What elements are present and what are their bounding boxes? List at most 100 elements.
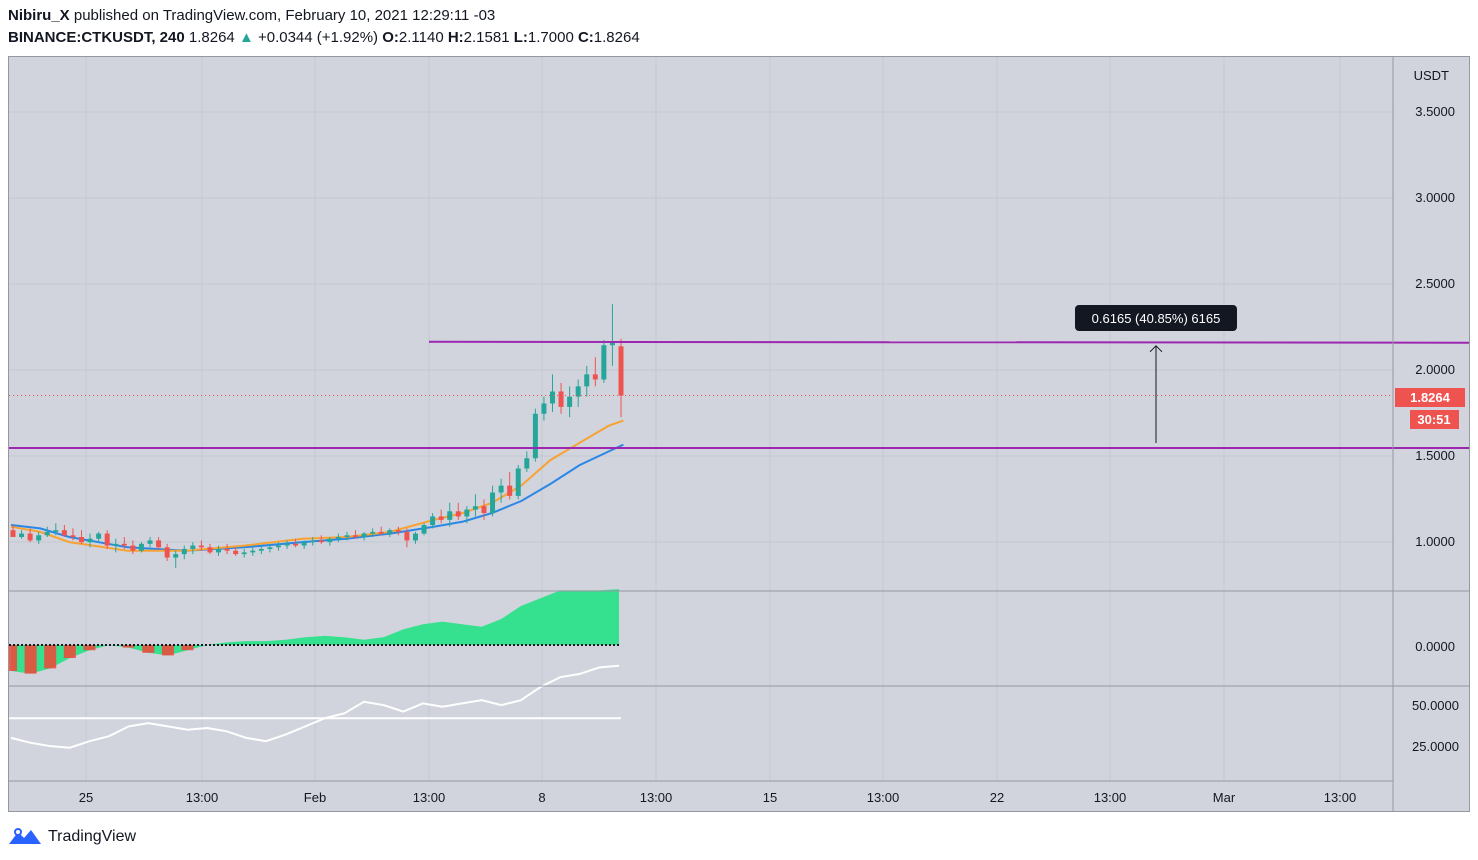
candle-body: [507, 485, 513, 496]
candle-body: [327, 538, 333, 543]
candle-body: [395, 530, 401, 532]
chart-canvas[interactable]: USDT 3.5000 3.0000 2.5000 2.0000 1.5000 …: [9, 57, 1469, 811]
candle-body: [575, 386, 581, 397]
time-tick: 13:00: [1324, 790, 1357, 805]
open-value: 2.1140: [398, 29, 444, 46]
chart-frame[interactable]: USDT 3.5000 3.0000 2.5000 2.0000 1.5000 …: [8, 56, 1470, 812]
oscillator-negative-bar: [44, 645, 57, 669]
candle-body: [378, 531, 384, 534]
tradingview-logo-icon[interactable]: [8, 826, 42, 848]
candle-body: [79, 537, 85, 543]
candle-body: [335, 537, 341, 539]
time-tick: 13:00: [186, 790, 219, 805]
candle-body: [173, 554, 179, 558]
price-tick: 1.0000: [1415, 534, 1455, 549]
change-value: +0.0344 (+1.92%): [257, 29, 379, 46]
time-tick: 25: [79, 790, 93, 805]
measure-tooltip[interactable]: 0.6165 (40.85%) 6165: [1075, 305, 1237, 331]
candle-body: [541, 403, 547, 414]
candle-body: [293, 543, 299, 546]
candle-body: [592, 374, 598, 380]
candle-body: [36, 535, 42, 541]
author-name[interactable]: Nibiru_X: [8, 7, 70, 24]
candle-body: [387, 530, 393, 534]
time-tick: 22: [990, 790, 1004, 805]
candle-body: [455, 511, 461, 517]
published-text: published on TradingView.com, February 1…: [73, 7, 496, 24]
candle-body: [53, 530, 59, 532]
candle-body: [104, 533, 110, 546]
candle-body: [301, 542, 307, 546]
last-price-badge: 1.8264: [1395, 388, 1465, 407]
oscillator-negative-bar: [122, 645, 135, 648]
svg-text:0.6165 (40.85%) 6165: 0.6165 (40.85%) 6165: [1092, 311, 1221, 326]
time-tick: 15: [763, 790, 777, 805]
candle-body: [481, 506, 487, 514]
time-tick: Mar: [1213, 790, 1236, 805]
drawings: [9, 340, 1469, 450]
candle-body: [19, 533, 25, 537]
low-label: L:: [513, 29, 528, 46]
candle-body: [558, 391, 564, 407]
candle-body: [96, 533, 102, 539]
candle-body: [361, 533, 367, 537]
svg-text:30:51: 30:51: [1417, 412, 1450, 427]
candle-body: [275, 545, 281, 548]
last-price: 1.8264: [188, 29, 235, 46]
tradingview-brand[interactable]: TradingView: [48, 828, 137, 845]
candle-body: [412, 533, 418, 541]
candle-body: [198, 545, 204, 548]
candle-body: [138, 543, 144, 551]
candle-body: [438, 516, 444, 520]
candle-body: [156, 540, 162, 548]
candle-body: [344, 535, 350, 537]
change-up-icon: ▲: [238, 29, 254, 46]
oscillator-negative-bar: [142, 645, 155, 653]
candle-body: [181, 548, 187, 555]
candle-body: [258, 548, 264, 551]
high-label: H:: [447, 29, 464, 46]
candle-body: [318, 540, 324, 543]
resistance-line: [428, 340, 1469, 344]
time-tick: 13:00: [413, 790, 446, 805]
candle-body: [233, 550, 239, 555]
candle-body: [250, 550, 256, 553]
time-tick: Feb: [304, 790, 326, 805]
candle-body: [515, 468, 521, 496]
candle-body: [567, 396, 573, 407]
close-label: C:: [577, 29, 594, 46]
rsi-tick: 25.0000: [1412, 739, 1459, 754]
candle-body: [113, 543, 119, 546]
bar-countdown-badge: 30:51: [1410, 410, 1459, 429]
low-value: 1.7000: [527, 29, 574, 46]
oscillator-negative-bar: [24, 645, 37, 674]
time-tick: 13:00: [867, 790, 900, 805]
candle-body: [498, 485, 504, 493]
oscillator-pane: [9, 589, 621, 674]
oscillator-negative-bar: [181, 645, 194, 651]
svg-text:1.8264: 1.8264: [1410, 390, 1451, 405]
price-tick: 3.5000: [1415, 104, 1455, 119]
osc-tick: 0.0000: [1415, 639, 1455, 654]
price-tick: 2.0000: [1415, 362, 1455, 377]
candle-body: [267, 547, 273, 549]
price-tick: 3.0000: [1415, 190, 1455, 205]
symbol-label[interactable]: BINANCE:CTKUSDT, 240: [8, 29, 185, 46]
candle-body: [147, 540, 153, 544]
oscillator-negative-bar: [63, 645, 76, 658]
candle-body: [121, 543, 127, 546]
candle-body: [524, 458, 530, 469]
oscillator-negative-bar: [9, 645, 17, 671]
publish-info: Nibiru_X published on TradingView.com, F…: [8, 7, 495, 24]
oscillator-negative-bar: [161, 645, 174, 656]
candle-body: [447, 511, 453, 520]
candle-body: [353, 535, 359, 537]
candle-body: [224, 548, 230, 551]
candle-body: [130, 545, 136, 551]
candle-body: [284, 543, 290, 546]
candle-body: [207, 547, 213, 553]
open-label: O:: [382, 29, 399, 46]
candle-body: [618, 346, 624, 396]
time-axis[interactable]: 25 13:00 Feb 13:00 8 13:00 15 13:00 22 1…: [79, 790, 1357, 805]
candlesticks: [10, 304, 624, 568]
